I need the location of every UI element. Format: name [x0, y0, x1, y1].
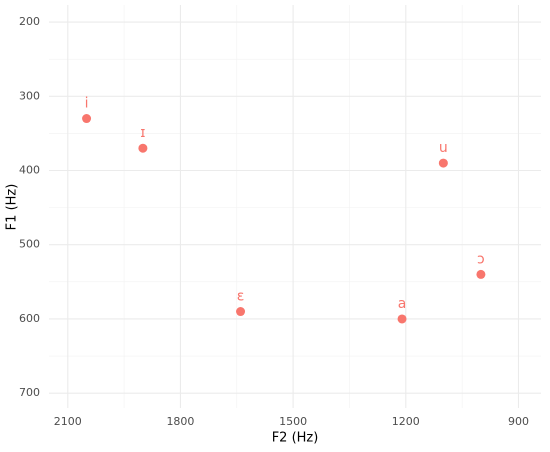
point-label: ɛ — [237, 289, 245, 305]
x-tick-label: 1500 — [279, 415, 307, 428]
y-tick-label: 300 — [19, 89, 40, 102]
y-tick-label: 200 — [19, 15, 40, 28]
x-tick-label: 1800 — [166, 415, 194, 428]
x-tick-label: 900 — [508, 415, 529, 428]
point-label: ɪ — [140, 125, 145, 141]
y-tick-label: 600 — [19, 312, 40, 325]
point — [82, 114, 92, 124]
y-tick-label: 700 — [19, 386, 40, 399]
x-axis-title: F2 (Hz) — [272, 431, 319, 446]
point — [236, 307, 246, 317]
x-tick-label: 2100 — [54, 415, 82, 428]
point-label: i — [85, 96, 89, 112]
y-axis-title: F1 (Hz) — [5, 184, 20, 231]
point — [438, 158, 448, 168]
point-label: ɔ — [477, 251, 485, 267]
point — [138, 143, 148, 153]
point — [397, 314, 407, 324]
point-label: a — [398, 296, 407, 312]
y-tick-label: 500 — [19, 238, 40, 251]
point — [476, 269, 486, 279]
x-tick-label: 1200 — [392, 415, 420, 428]
y-tick-label: 400 — [19, 164, 40, 177]
point-label: u — [439, 140, 448, 156]
